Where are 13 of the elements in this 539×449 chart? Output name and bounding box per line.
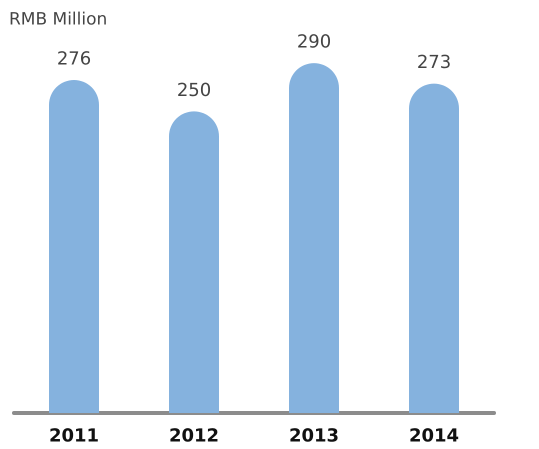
bar: [289, 63, 339, 413]
bar: [409, 84, 459, 413]
bar: [49, 80, 99, 413]
x-tick-label: 2012: [168, 426, 220, 446]
x-tick-label: 2013: [288, 426, 340, 446]
data-label: 273: [416, 52, 452, 74]
x-tick-label: 2011: [48, 426, 100, 446]
data-label: 250: [176, 80, 212, 101]
y-axis-title: RMB Million: [9, 10, 108, 30]
x-tick-label: 2014: [408, 426, 460, 446]
bar: [169, 111, 219, 413]
data-label: 276: [56, 48, 92, 70]
data-label: 290: [296, 32, 332, 53]
